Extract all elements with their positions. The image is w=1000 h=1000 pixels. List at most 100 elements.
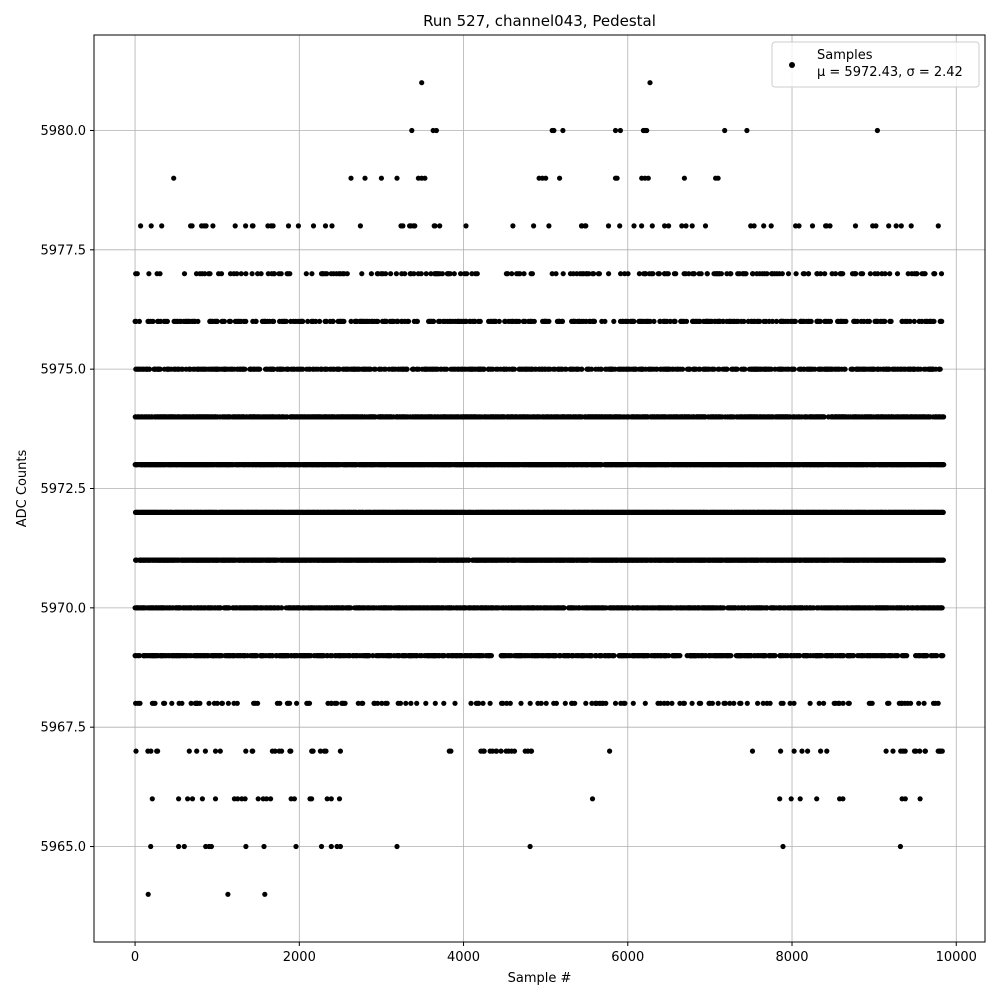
data-point	[727, 700, 733, 706]
data-point	[234, 700, 240, 706]
data-point	[560, 127, 566, 134]
data-point	[607, 748, 613, 754]
data-point	[851, 653, 857, 659]
data-point	[772, 653, 778, 659]
data-point	[336, 796, 343, 802]
data-point	[148, 748, 154, 754]
data-point	[589, 796, 596, 802]
data-point	[235, 796, 241, 802]
data-point	[262, 891, 268, 897]
data-point	[557, 175, 563, 181]
data-point	[836, 700, 843, 706]
data-point	[145, 891, 151, 897]
data-point	[334, 700, 340, 706]
data-point	[188, 700, 194, 706]
data-point	[294, 700, 300, 706]
data-point	[279, 748, 285, 754]
data-point	[840, 700, 846, 706]
data-point	[498, 748, 504, 754]
data-point	[715, 700, 721, 706]
data-point	[324, 796, 330, 802]
data-point	[681, 175, 688, 181]
data-point	[715, 175, 721, 181]
data-point	[507, 700, 513, 706]
data-point	[722, 127, 728, 134]
data-point	[272, 748, 278, 754]
data-point	[149, 796, 155, 802]
data-point	[897, 843, 904, 850]
data-point	[543, 700, 549, 706]
data-point	[814, 796, 820, 802]
data-point	[681, 700, 688, 706]
data-point	[788, 796, 794, 802]
data-point	[217, 605, 224, 611]
data-point	[408, 700, 414, 706]
data-point	[317, 748, 323, 754]
data-point	[504, 700, 510, 706]
data-point	[902, 796, 908, 802]
data-point	[562, 700, 568, 706]
data-point	[528, 748, 535, 754]
data-point	[212, 796, 219, 802]
data-point	[226, 605, 232, 611]
data-point	[807, 700, 813, 706]
data-point	[133, 748, 139, 754]
data-point	[448, 748, 454, 754]
data-point	[291, 796, 297, 802]
data-point	[212, 748, 219, 754]
data-point	[922, 748, 929, 754]
data-point	[263, 796, 270, 802]
data-point	[818, 748, 824, 754]
data-point	[468, 700, 474, 706]
data-point	[181, 843, 187, 850]
data-point	[677, 653, 683, 659]
data-point	[185, 796, 191, 802]
data-point	[432, 700, 438, 706]
data-point	[423, 700, 429, 706]
data-point	[731, 700, 737, 706]
data-point	[186, 748, 192, 754]
data-point	[348, 605, 354, 611]
data-point	[777, 796, 783, 802]
data-point	[767, 700, 773, 706]
data-point	[749, 748, 756, 754]
data-point	[206, 700, 212, 706]
data-point	[254, 653, 260, 659]
data-point	[318, 843, 325, 850]
data-point	[821, 700, 827, 706]
data-point	[409, 127, 415, 134]
data-point	[904, 653, 910, 659]
data-point	[780, 700, 786, 706]
data-point	[219, 700, 225, 706]
data-point	[309, 796, 315, 802]
data-point	[379, 700, 385, 706]
data-point	[603, 700, 609, 706]
data-point	[778, 748, 784, 754]
data-point	[360, 700, 366, 706]
data-point	[287, 700, 293, 706]
data-point	[665, 700, 671, 706]
data-point	[846, 700, 852, 706]
data-point	[709, 700, 716, 706]
data-point	[487, 700, 493, 706]
data-point	[645, 175, 651, 181]
data-point	[225, 891, 231, 897]
data-point	[895, 653, 901, 659]
data-point	[441, 700, 447, 706]
data-point	[261, 843, 267, 850]
data-point	[816, 700, 822, 706]
data-point	[940, 557, 947, 563]
data-point	[137, 700, 143, 706]
data-point	[543, 175, 549, 181]
data-point	[328, 843, 334, 850]
data-point	[902, 748, 908, 754]
data-point	[657, 700, 664, 706]
data-point	[780, 843, 786, 850]
data-point	[669, 700, 675, 706]
data-point	[394, 175, 400, 181]
data-point	[738, 700, 744, 706]
data-point	[874, 127, 881, 134]
data-point	[538, 700, 544, 706]
data-points	[132, 80, 947, 897]
data-point	[583, 700, 589, 706]
